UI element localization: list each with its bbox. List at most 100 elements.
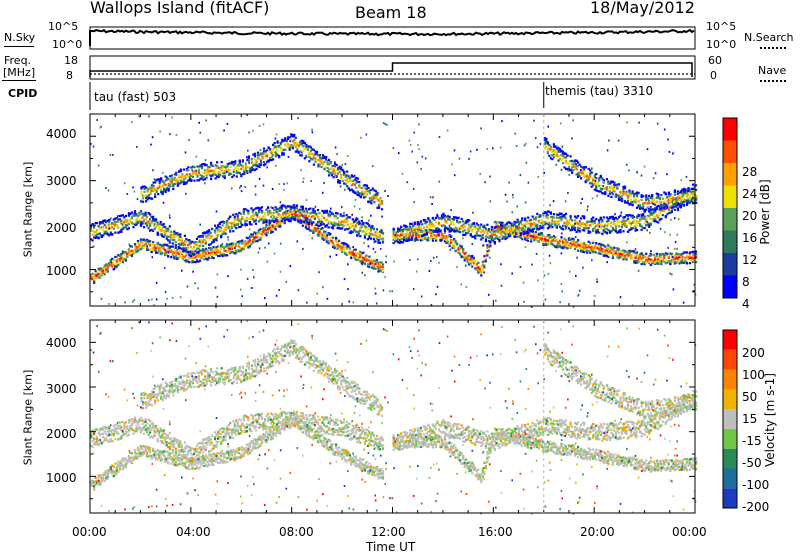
power-echo [158, 249, 161, 252]
power-echo [522, 224, 525, 227]
power-echo [178, 170, 181, 173]
power-echo [161, 251, 164, 254]
power-echo [660, 207, 663, 210]
power-echo [225, 166, 228, 169]
power-echo [527, 222, 530, 225]
power-echo [223, 232, 226, 235]
power-echo [625, 257, 628, 260]
power-echo [424, 236, 427, 239]
power-echo [160, 177, 163, 180]
power-echo [262, 217, 265, 220]
power-echo [512, 225, 515, 228]
power-echo [243, 169, 246, 172]
power-echo [672, 207, 675, 210]
power-echo [611, 255, 614, 259]
power-echo [581, 172, 584, 175]
power-echo [290, 144, 293, 147]
power-echo [601, 224, 604, 227]
power-echo [271, 225, 274, 228]
power-echo [176, 235, 179, 238]
power-echo [593, 250, 596, 253]
power-echo [454, 229, 457, 232]
power-echo [357, 221, 360, 224]
power-echo [102, 269, 105, 272]
power-echo [130, 249, 133, 252]
power-echo [658, 208, 661, 212]
power-echo [209, 247, 212, 250]
power-echo [350, 255, 353, 258]
power-echo [469, 255, 472, 258]
power-echo [684, 251, 687, 254]
power-echo [575, 216, 578, 219]
power-echo [333, 244, 336, 247]
power-echo [262, 147, 266, 150]
power-echo [353, 256, 356, 259]
power-echo [571, 243, 574, 246]
power-echo [468, 262, 471, 266]
power-echo [365, 257, 368, 260]
power-echo [182, 168, 185, 171]
power-echo [257, 229, 261, 233]
power-echo [376, 192, 379, 195]
power-echo [676, 192, 679, 195]
power-echo [319, 221, 323, 224]
power-echo [202, 175, 205, 178]
power-echo [182, 258, 185, 261]
power-echo [155, 250, 158, 253]
power-echo [300, 212, 303, 215]
power-echo [552, 244, 555, 247]
power-echo [536, 236, 539, 239]
power-echo [129, 250, 132, 253]
power-echo [159, 229, 162, 232]
power-echo [144, 243, 147, 246]
power-echo [188, 254, 191, 257]
power-echo [560, 246, 563, 249]
power-echo [193, 179, 196, 182]
power-echo [209, 251, 212, 254]
power-echo [468, 226, 471, 229]
power-echo [253, 213, 256, 217]
power-echo [564, 246, 568, 249]
power-echo [450, 228, 453, 231]
power-echo [512, 231, 515, 234]
power-echo [226, 243, 229, 246]
power-echo [91, 278, 94, 281]
power-echo [332, 168, 335, 171]
power-echo [421, 230, 424, 233]
power-echo [171, 245, 174, 248]
power-echo [652, 260, 655, 263]
power-echo [548, 242, 551, 245]
power-echo [510, 222, 513, 225]
power-echo [499, 230, 503, 233]
power-echo [177, 245, 180, 249]
power-echo [397, 238, 400, 241]
power-echo [524, 232, 527, 235]
power-echo [675, 257, 678, 260]
power-echo [489, 241, 492, 244]
power-echo [337, 172, 340, 175]
power-echo [152, 187, 155, 190]
power-echo [519, 236, 522, 239]
power-echo [178, 182, 181, 185]
power-echo [192, 260, 196, 263]
power-echo [144, 222, 147, 225]
power-echo [489, 231, 492, 234]
power-echo [498, 240, 501, 243]
power-echo [567, 223, 571, 226]
power-echo [596, 245, 599, 248]
power-echo [528, 229, 531, 232]
power-echo [274, 219, 277, 222]
power-echo [305, 154, 308, 157]
power-echo [392, 237, 395, 240]
power-echo [260, 235, 264, 238]
power-echo [324, 225, 327, 228]
power-echo [293, 133, 296, 136]
power-echo [235, 171, 238, 174]
power-echo [144, 211, 147, 214]
power-echo [188, 176, 191, 179]
power-echo [317, 154, 320, 157]
power-echo [291, 211, 294, 215]
power-echo [108, 218, 111, 222]
power-echo [451, 217, 454, 221]
power-echo [209, 231, 212, 235]
